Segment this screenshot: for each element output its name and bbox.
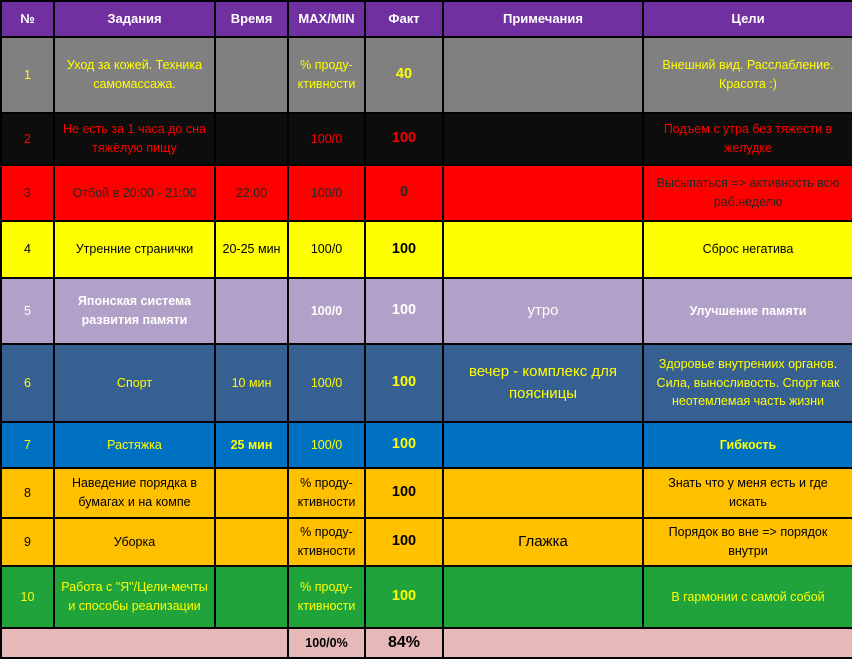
goal-cell: Высыпаться => активность всю раб.неделю [642,164,852,222]
goal-cell: Улучшение памяти [642,277,852,345]
goal-cell: В гармонии с самой собой [642,565,852,629]
table-row: 7 Растяжка 25 мин 100/0 100 Гибкость [0,421,852,469]
table-row: 3 Отбой в 20:00 - 21:00 22:00 100/0 0 Вы… [0,164,852,222]
note-cell: Глажка [442,517,644,567]
table-row: 1 Уход за кожей. Техника самомассажа. % … [0,36,852,114]
row-number: 10 [0,565,55,629]
fact-cell: 100 [364,517,444,567]
time-cell [214,277,289,345]
time-cell: 22:00 [214,164,289,222]
total-empty [442,627,852,659]
table-row: 4 Утренние странички 20-25 мин 100/0 100… [0,220,852,279]
note-cell [442,112,644,166]
row-number: 4 [0,220,55,279]
maxmin-cell: % проду-ктивности [287,517,366,567]
task-cell: Растяжка [53,421,216,469]
maxmin-cell: 100/0 [287,164,366,222]
maxmin-cell: % проду-ктивности [287,467,366,519]
goal-cell: Здоровье внутрениих органов. Сила, вынос… [642,343,852,423]
fact-cell: 100 [364,421,444,469]
task-cell: Японская система развития памяти [53,277,216,345]
table-row: 6 Спорт 10 мин 100/0 100 вечер - комплек… [0,343,852,423]
fact-cell: 0 [364,164,444,222]
maxmin-cell: 100/0 [287,220,366,279]
table-row: 2 Не есть за 1 часа до сна тяжёлую пищу … [0,112,852,166]
header-maxmin: MAX/MIN [287,0,366,38]
row-number: 7 [0,421,55,469]
task-cell: Уход за кожей. Техника самомассажа. [53,36,216,114]
fact-cell: 100 [364,467,444,519]
time-cell: 10 мин [214,343,289,423]
task-cell: Уборка [53,517,216,567]
header-row: № Задания Время MAX/MIN Факт Примечания … [0,0,852,38]
total-fact: 84% [364,627,444,659]
maxmin-cell: 100/0 [287,112,366,166]
note-cell [442,220,644,279]
fact-cell: 100 [364,343,444,423]
row-number: 8 [0,467,55,519]
goal-cell: Подъем с утра без тяжести в желудке [642,112,852,166]
goal-cell: Сброс негатива [642,220,852,279]
table-row: 8 Наведение порядка в бумагах и на компе… [0,467,852,519]
header-tasks: Задания [53,0,216,38]
row-number: 1 [0,36,55,114]
fact-cell: 100 [364,220,444,279]
table-row: 5 Японская система развития памяти 100/0… [0,277,852,345]
goal-cell: Внешний вид. Расслабление. Красота :) [642,36,852,114]
task-cell: Наведение порядка в бумагах и на компе [53,467,216,519]
note-cell [442,565,644,629]
row-number: 5 [0,277,55,345]
row-number: 6 [0,343,55,423]
maxmin-cell: 100/0 [287,343,366,423]
goal-cell: Знать что у меня есть и где искать [642,467,852,519]
note-cell [442,36,644,114]
fact-cell: 40 [364,36,444,114]
task-cell: Спорт [53,343,216,423]
fact-cell: 100 [364,565,444,629]
note-cell [442,467,644,519]
header-number: № [0,0,55,38]
row-number: 3 [0,164,55,222]
table-row: 9 Уборка % проду-ктивности 100 Глажка По… [0,517,852,567]
fact-cell: 100 [364,112,444,166]
row-number: 9 [0,517,55,567]
maxmin-cell: 100/0 [287,277,366,345]
note-cell: утро [442,277,644,345]
time-cell: 25 мин [214,421,289,469]
total-maxmin: 100/0% [287,627,366,659]
goal-cell: Гибкость [642,421,852,469]
time-cell: 20-25 мин [214,220,289,279]
header-goals: Цели [642,0,852,38]
header-notes: Примечания [442,0,644,38]
note-cell [442,421,644,469]
task-cell: Отбой в 20:00 - 21:00 [53,164,216,222]
goal-cell: Порядок во вне => порядок внутри [642,517,852,567]
table-row: 10 Работа с "Я"/Цели-мечты и способы реа… [0,565,852,629]
time-cell [214,517,289,567]
task-cell: Утренние странички [53,220,216,279]
fact-cell: 100 [364,277,444,345]
time-cell [214,36,289,114]
maxmin-cell: 100/0 [287,421,366,469]
task-cell: Не есть за 1 часа до сна тяжёлую пищу [53,112,216,166]
total-spacer [0,627,289,659]
header-fact: Факт [364,0,444,38]
header-time: Время [214,0,289,38]
time-cell [214,467,289,519]
row-number: 2 [0,112,55,166]
total-row: 100/0% 84% [0,627,852,659]
maxmin-cell: % проду-ктивности [287,565,366,629]
task-cell: Работа с "Я"/Цели-мечты и способы реализ… [53,565,216,629]
note-cell [442,164,644,222]
note-cell: вечер - комплекс для поясницы [442,343,644,423]
time-cell [214,565,289,629]
time-cell [214,112,289,166]
maxmin-cell: % проду-ктивности [287,36,366,114]
